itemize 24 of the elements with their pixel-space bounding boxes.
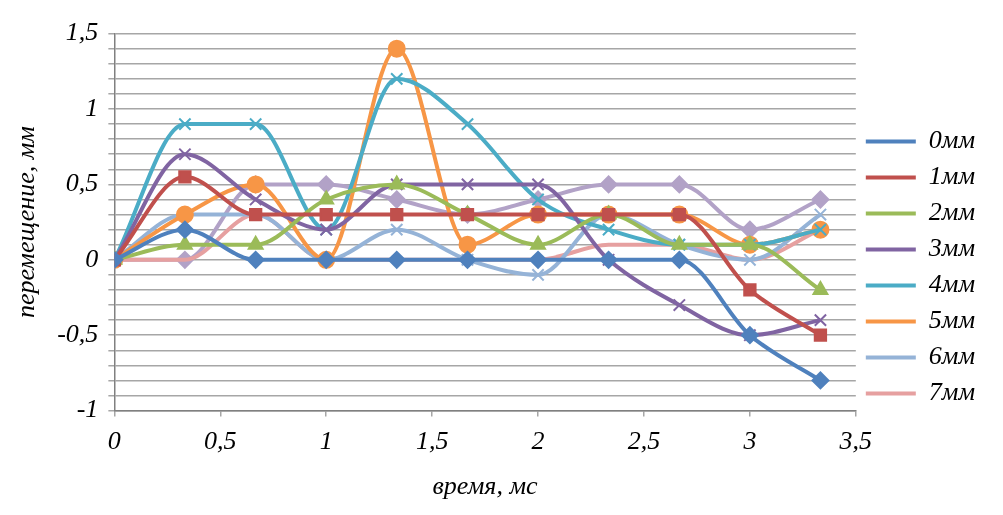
legend-label: 0мм: [928, 125, 975, 155]
legend-label: 2мм: [928, 197, 975, 227]
x-axis-title: время, мс: [432, 471, 539, 501]
x-tick-label: 3: [742, 426, 757, 456]
y-tick-label: -0,5: [57, 319, 99, 349]
y-tick-label: 0,5: [65, 168, 99, 198]
y-tick-label: 1: [85, 92, 99, 122]
x-tick-label: 2: [531, 426, 545, 456]
x-tick-label: 3,5: [838, 426, 873, 456]
y-tick-label: -1: [76, 394, 99, 424]
y-axis-title: перемещение, мм: [11, 126, 41, 319]
legend-label: 6мм: [928, 341, 975, 371]
x-tick-label: 2,5: [627, 426, 661, 456]
legend-label: 7мм: [928, 377, 975, 407]
y-tick-label: 0: [85, 243, 99, 273]
legend-label: 3мм: [927, 233, 975, 263]
y-tick-label: 1,5: [65, 17, 99, 47]
x-tick-label: 1: [319, 426, 333, 456]
legend-label: 1мм: [928, 161, 975, 191]
x-tick-label: 1,5: [415, 426, 449, 456]
legend-label: 5мм: [928, 305, 975, 335]
legend-label: 4мм: [928, 269, 975, 299]
x-tick-label: 0: [107, 426, 121, 456]
x-tick-label: 0,5: [204, 426, 237, 456]
